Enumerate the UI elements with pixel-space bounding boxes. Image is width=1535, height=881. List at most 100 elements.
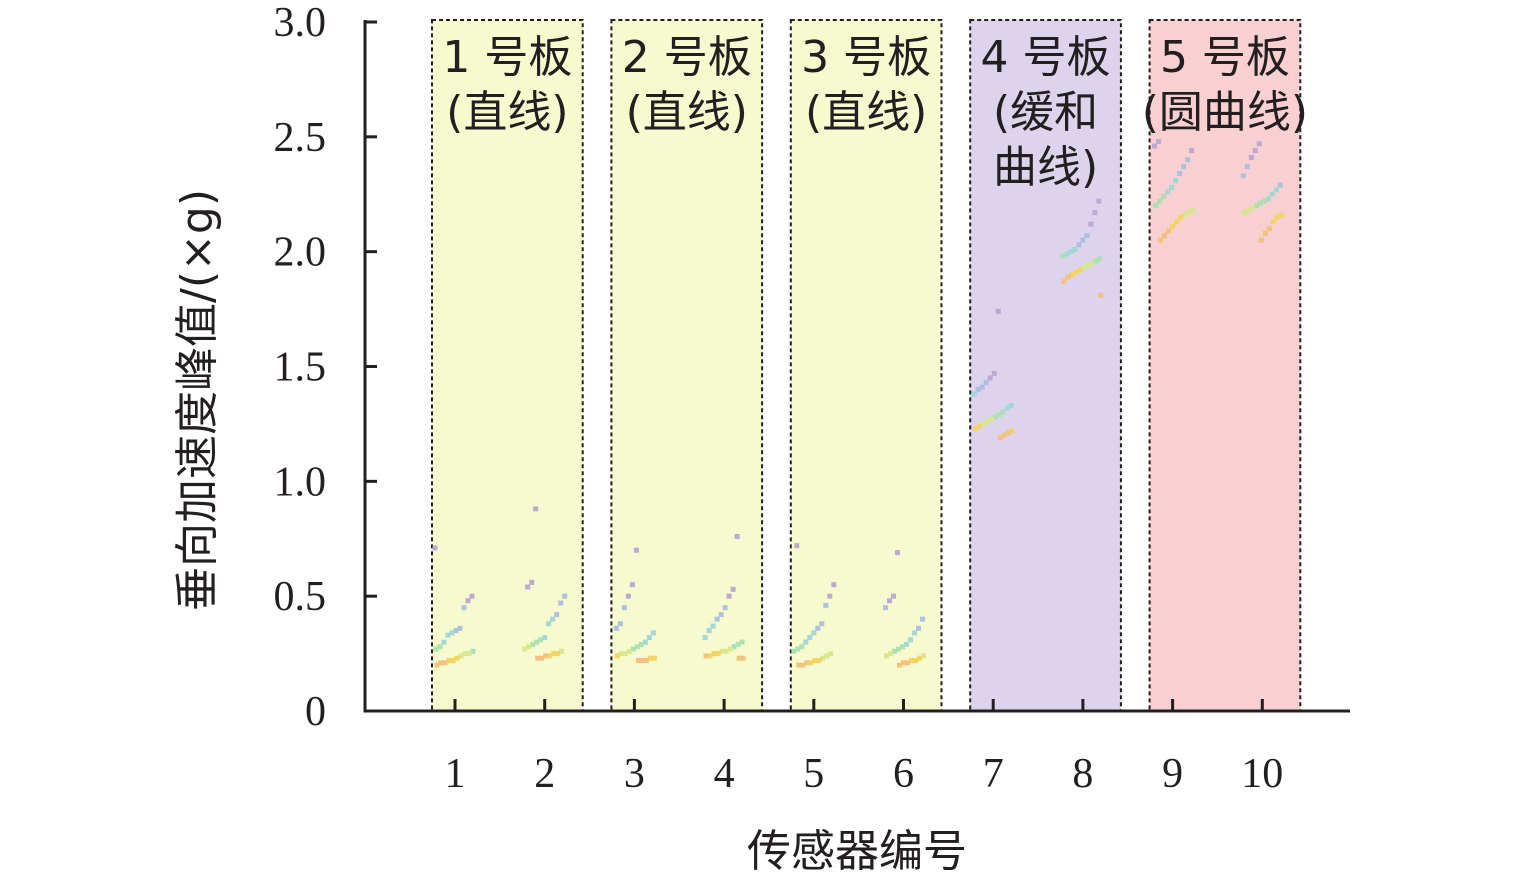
data-point	[625, 593, 631, 599]
data-point	[1089, 260, 1095, 266]
data-point	[794, 543, 800, 549]
data-point	[1256, 141, 1262, 147]
data-point	[614, 653, 620, 659]
sensor-6-points	[883, 550, 926, 668]
data-point	[976, 423, 982, 429]
data-point	[888, 651, 893, 657]
data-point	[562, 593, 568, 599]
data-point	[638, 641, 644, 647]
data-point	[617, 621, 623, 627]
data-point	[971, 391, 977, 397]
data-point	[466, 651, 472, 657]
data-point	[1240, 173, 1246, 179]
data-point	[1073, 269, 1079, 275]
data-point	[1253, 203, 1259, 209]
data-point	[1064, 251, 1070, 257]
sensor-5-points	[791, 543, 837, 668]
x-tick-label: 8	[1072, 751, 1093, 797]
panel-label-line: (缓和	[993, 87, 1098, 138]
data-point	[622, 651, 628, 657]
data-points	[432, 138, 1284, 668]
data-point	[1060, 253, 1066, 259]
data-point	[992, 414, 998, 420]
panel-label-line: 2 号板	[622, 32, 752, 83]
panel-background	[789, 19, 943, 712]
data-point	[710, 623, 716, 629]
data-point	[816, 657, 822, 663]
data-point	[702, 635, 708, 641]
sensor-10-points	[1240, 141, 1284, 243]
data-point	[820, 655, 826, 661]
data-point	[1084, 233, 1090, 239]
data-point	[1186, 210, 1192, 216]
panel-label-line: (直线)	[446, 87, 568, 138]
data-point	[703, 653, 709, 659]
data-point	[437, 644, 443, 650]
data-point	[647, 655, 653, 661]
data-point	[1080, 237, 1086, 243]
data-point	[634, 644, 640, 650]
data-point	[534, 639, 540, 645]
data-point	[526, 644, 532, 650]
data-point	[727, 646, 733, 652]
data-point	[1181, 164, 1187, 170]
sensor-9-points	[1152, 138, 1196, 243]
data-point	[909, 657, 914, 663]
data-point	[646, 635, 652, 641]
data-point	[803, 639, 809, 645]
panel-plate-3: 3 号板(直线)	[789, 19, 943, 712]
data-point	[1096, 198, 1102, 204]
data-point	[736, 655, 742, 661]
data-point	[997, 435, 1003, 441]
data-point	[819, 621, 825, 627]
panel-label-line: 1 号板	[442, 32, 572, 83]
data-point	[457, 625, 463, 631]
x-tick-label: 9	[1162, 751, 1183, 797]
panel-label-line: 3 号板	[801, 32, 931, 83]
panel-label-line: (圆曲线)	[1142, 87, 1308, 138]
data-point	[530, 641, 536, 647]
data-point	[461, 605, 467, 611]
data-point	[1161, 194, 1167, 200]
data-point	[1153, 203, 1159, 209]
y-tick-label: 1.5	[274, 345, 327, 391]
x-ticks: 1 2 3 4 5 6 7 8 9 10	[445, 699, 1283, 797]
data-point	[823, 602, 829, 608]
data-point	[972, 426, 978, 432]
y-ticks: 0 0.5 1.0 1.5 2.0 2.5 3.0	[274, 0, 377, 735]
data-point	[559, 648, 565, 654]
data-point	[723, 648, 729, 654]
sensor-8-points	[1060, 198, 1104, 298]
data-point	[1009, 428, 1015, 434]
data-point	[984, 419, 990, 425]
data-point	[1088, 221, 1094, 227]
data-point	[714, 616, 720, 622]
data-point	[1093, 258, 1099, 264]
data-point	[450, 657, 456, 663]
data-point	[1249, 205, 1255, 211]
data-point	[711, 651, 717, 657]
x-tick-label: 1	[445, 751, 466, 797]
data-point	[1077, 267, 1083, 273]
data-point	[469, 593, 475, 599]
data-point	[719, 648, 725, 654]
data-point	[1092, 210, 1098, 216]
panel-label-line: (直线)	[626, 87, 748, 138]
data-point	[1165, 189, 1171, 195]
data-point	[824, 653, 830, 659]
data-point	[722, 605, 728, 611]
data-point	[731, 644, 737, 650]
data-point	[1278, 212, 1284, 218]
data-point	[538, 637, 544, 643]
data-point	[908, 637, 913, 643]
panel-background	[431, 19, 584, 712]
data-point	[453, 628, 459, 634]
data-point	[529, 579, 535, 585]
data-point	[912, 630, 917, 636]
data-point	[1277, 182, 1283, 188]
data-point	[558, 600, 564, 606]
data-point	[618, 651, 624, 657]
data-point	[991, 370, 997, 376]
data-point	[913, 657, 918, 663]
